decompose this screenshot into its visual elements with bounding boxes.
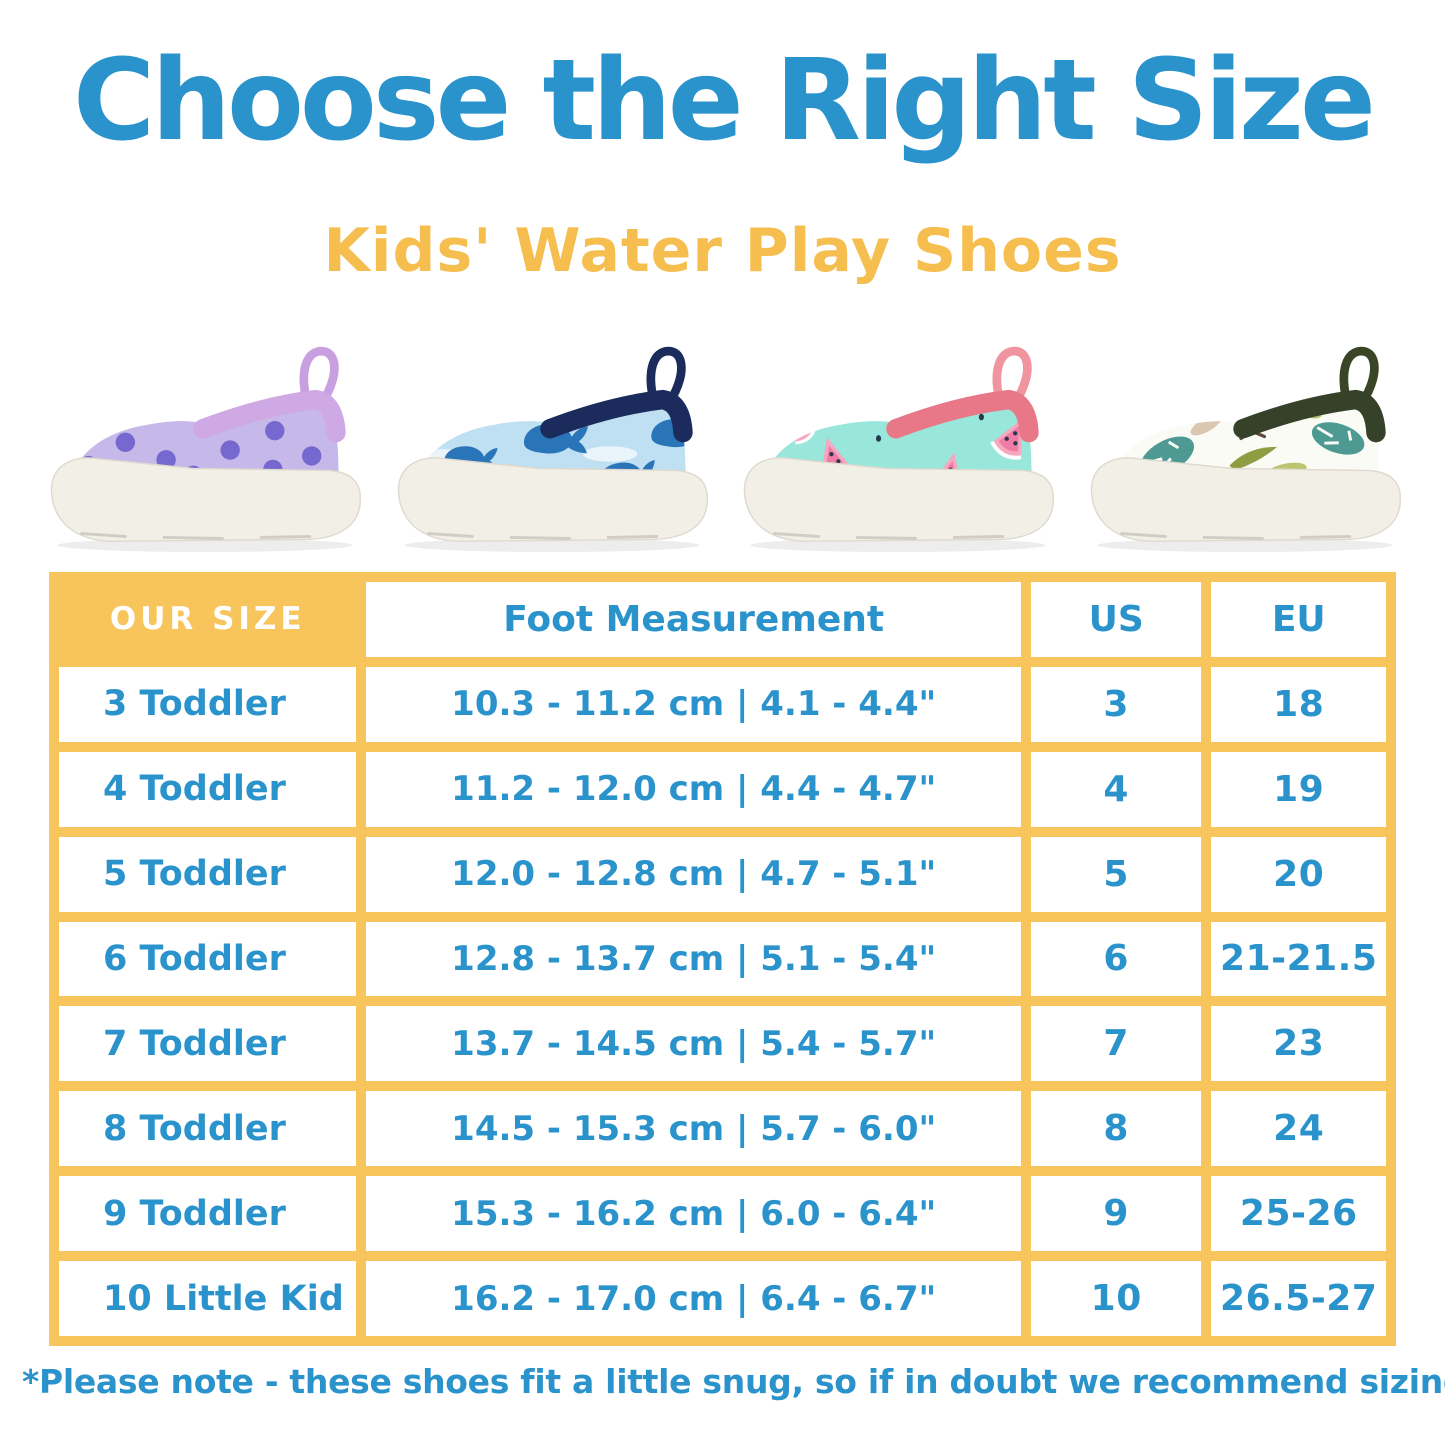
column-header-eu: EU (1211, 582, 1386, 657)
shoe-mint-watermelon-image (744, 346, 1055, 552)
table-row-foot-measurement: 10.3 - 11.2 cm | 4.1 - 4.4" (366, 666, 1021, 742)
sole-tread (426, 532, 658, 540)
sole-tread (80, 532, 312, 540)
table-row-us-size: 4 (1030, 751, 1202, 827)
table-row-eu-size: 24 (1211, 1091, 1386, 1167)
shoe-sole (50, 457, 361, 543)
column-header-our-size: OUR SIZE (109, 601, 306, 638)
table-row-foot-measurement: 16.2 - 17.0 cm | 6.4 - 6.7" (366, 1261, 1021, 1336)
table-row-foot-measurement: 12.8 - 13.7 cm | 5.1 - 5.4" (366, 921, 1021, 997)
column-header-foot-measurement: Foot Measurement (366, 582, 1021, 657)
table-row-eu-size: 26.5-27 (1211, 1261, 1386, 1336)
table-row-us-size: 6 (1030, 921, 1202, 997)
size-chart-table: OUR SIZE Foot Measurement US EU 3 Toddle… (49, 572, 1396, 1346)
shoe-image-row (38, 334, 1408, 566)
table-row-eu-size: 23 (1211, 1006, 1386, 1082)
table-row-size-label: 8 Toddler (59, 1091, 357, 1167)
shoe-sole (397, 457, 708, 543)
table-row-size-label: 10 Little Kid (59, 1261, 357, 1336)
table-row-eu-size: 18 (1211, 666, 1386, 742)
table-row-foot-measurement: 15.3 - 16.2 cm | 6.0 - 6.4" (366, 1176, 1021, 1252)
shoe-sole (744, 457, 1055, 543)
table-row-eu-size: 21-21.5 (1211, 921, 1386, 997)
table-row-size-label: 4 Toddler (59, 751, 357, 827)
table-row-size-label: 9 Toddler (59, 1176, 357, 1252)
collar-band (539, 389, 693, 443)
table-row-eu-size: 25-26 (1211, 1176, 1386, 1252)
table-row-us-size: 7 (1030, 1006, 1202, 1082)
page-title: Choose the Right Size (73, 36, 1376, 166)
table-row-foot-measurement: 13.7 - 14.5 cm | 5.4 - 5.7" (366, 1006, 1021, 1082)
table-row-us-size: 10 (1030, 1261, 1202, 1336)
shoe-sole (1090, 457, 1401, 543)
sole-tread (1120, 532, 1352, 540)
table-row-foot-measurement: 12.0 - 12.8 cm | 4.7 - 5.1" (366, 836, 1021, 912)
table-row-foot-measurement: 11.2 - 12.0 cm | 4.4 - 4.7" (366, 751, 1021, 827)
table-row-us-size: 9 (1030, 1176, 1202, 1252)
table-row-size-label: 3 Toddler (59, 666, 357, 742)
table-row-size-label: 7 Toddler (59, 1006, 357, 1082)
table-row-foot-measurement: 14.5 - 15.3 cm | 5.7 - 6.0" (366, 1091, 1021, 1167)
shoe-blue-whale-image (397, 346, 708, 552)
collar-band (1233, 389, 1386, 443)
column-header-us: US (1030, 582, 1202, 657)
collar-band (193, 389, 346, 443)
table-row-us-size: 8 (1030, 1091, 1202, 1167)
table-row-us-size: 3 (1030, 666, 1202, 742)
table-row-us-size: 5 (1030, 836, 1202, 912)
table-row-size-label: 5 Toddler (59, 836, 357, 912)
shoe-purple-polka-dot-image (50, 346, 361, 552)
collar-band (886, 389, 1039, 443)
sole-tread (773, 532, 1005, 540)
table-row-eu-size: 20 (1211, 836, 1386, 912)
page-subtitle: Kids' Water Play Shoes (323, 216, 1122, 286)
shoe-tropical-leaf-image (1090, 346, 1401, 552)
table-row-size-label: 6 Toddler (59, 921, 357, 997)
sizing-footnote: *Please note - these shoes fit a little … (22, 1362, 1445, 1401)
table-row-eu-size: 19 (1211, 751, 1386, 827)
